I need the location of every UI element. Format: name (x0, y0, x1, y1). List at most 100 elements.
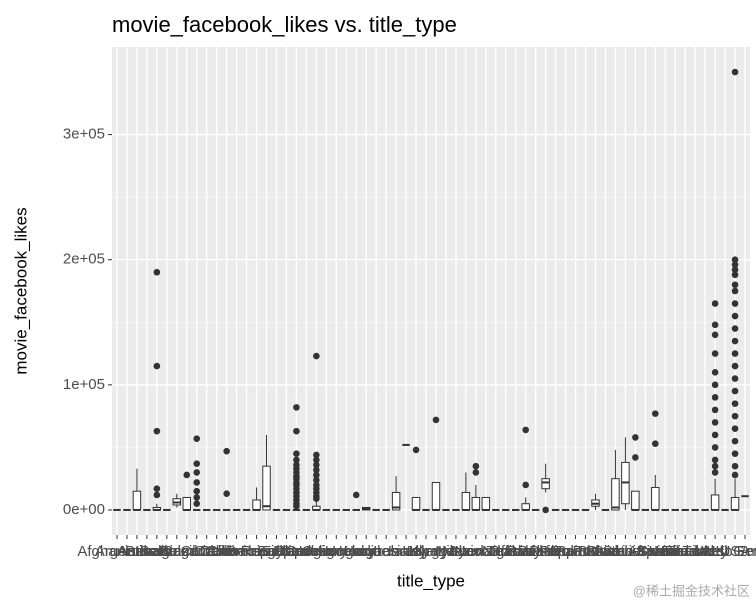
outlier (293, 502, 300, 510)
outlier (651, 410, 659, 417)
outlier (522, 426, 530, 434)
x-tick-label: Canada (180, 543, 233, 560)
x-tick-label: South Korea (594, 543, 678, 560)
box (182, 496, 192, 511)
y-axis-label: movie_facebook_likes (11, 207, 30, 374)
outlier (651, 440, 659, 447)
outlier (153, 427, 161, 435)
x-tick-label: Russia (573, 543, 620, 560)
y-tick-label: 2e+05 (63, 251, 105, 268)
outlier (632, 454, 639, 461)
x-tick-label: Mexico (442, 543, 490, 560)
outlier (711, 462, 719, 470)
outlier (711, 419, 719, 426)
x-tick-label: Official site (489, 543, 562, 560)
outlier (153, 485, 161, 493)
x-tick-label: India (350, 543, 383, 560)
outlier (731, 300, 739, 307)
outlier (731, 271, 739, 279)
x-tick-label: New Zealand (452, 543, 540, 560)
x-tick-label: Italy (402, 543, 430, 560)
outlier (183, 471, 191, 479)
x-tick-label: Cambodia (163, 543, 232, 560)
x-tick-label: Dominican Republic (200, 543, 334, 560)
outlier (711, 406, 719, 414)
outlier (731, 462, 739, 470)
outlier (731, 256, 739, 264)
x-tick-label: Taiwan (662, 543, 709, 560)
x-tick-label: Belgium (140, 543, 194, 560)
box (481, 496, 491, 511)
x-tick-label: Netherlands (435, 543, 516, 560)
outlier (731, 437, 739, 445)
x-tick-label: Iceland (332, 543, 380, 560)
x-tick-label: Norway (490, 543, 541, 560)
outlier (711, 321, 719, 329)
box (730, 496, 740, 511)
outlier (731, 387, 739, 395)
y-tick-label: 1e+05 (63, 376, 105, 393)
x-tick-label: Peru (540, 543, 572, 560)
outlier (731, 362, 739, 370)
x-tick-label: France (273, 543, 320, 560)
box (252, 499, 261, 511)
outlier (711, 300, 719, 307)
x-tick-label: Colombia (205, 543, 269, 560)
outlier (711, 444, 719, 451)
x-tick-label: Germany (286, 543, 348, 560)
outlier (711, 381, 719, 389)
outlier (193, 479, 201, 486)
x-tick-label: Ireland (373, 543, 419, 560)
x-tick-label: Finland (262, 543, 311, 560)
box (391, 491, 401, 511)
outlier (293, 450, 300, 457)
outlier (193, 494, 201, 501)
outlier (352, 491, 360, 499)
outlier (731, 471, 739, 479)
outlier (711, 350, 719, 357)
outlier (711, 431, 719, 439)
box (411, 496, 421, 511)
outlier (193, 487, 201, 495)
outlier (223, 490, 230, 498)
x-tick-label: Pakistan (507, 543, 565, 560)
outlier (313, 466, 320, 474)
box (651, 486, 660, 511)
outlier (293, 427, 300, 435)
outlier (711, 331, 719, 339)
outlier (731, 312, 739, 320)
outlier (632, 434, 639, 441)
outlier (731, 375, 739, 382)
outlier (731, 350, 739, 357)
x-tick-label: Aruba (117, 543, 158, 560)
watermark: @稀土掘金技术社区 (633, 583, 750, 598)
box (541, 478, 550, 490)
outlier (711, 394, 719, 401)
outlier (731, 337, 739, 345)
x-tick-label: Slovakia (577, 543, 634, 560)
x-tick-label: West Germany (695, 543, 756, 560)
outlier (313, 352, 320, 360)
outlier (313, 471, 320, 479)
outlier (193, 460, 201, 467)
x-tick-label: Turkey (682, 543, 728, 560)
x-tick-label: Romania (556, 543, 617, 560)
outlier (293, 456, 300, 464)
x-tick-label: Egypt (257, 543, 296, 560)
x-tick-label: South Africa (585, 543, 667, 560)
box (611, 478, 620, 511)
outlier (313, 461, 320, 469)
box (431, 481, 441, 511)
x-tick-label: Japan (406, 543, 447, 560)
x-tick-label: Nigeria (482, 543, 530, 560)
outlier (472, 462, 480, 470)
outlier (711, 456, 719, 464)
box (631, 490, 640, 511)
x-axis-label: title_type (397, 571, 465, 590)
outlier (153, 268, 161, 276)
outlier (313, 451, 320, 459)
y-tick-label: 3e+05 (63, 126, 105, 143)
chart-title: movie_facebook_likes vs. title_type (112, 12, 457, 37)
x-tick-label: Brazil (158, 543, 196, 560)
